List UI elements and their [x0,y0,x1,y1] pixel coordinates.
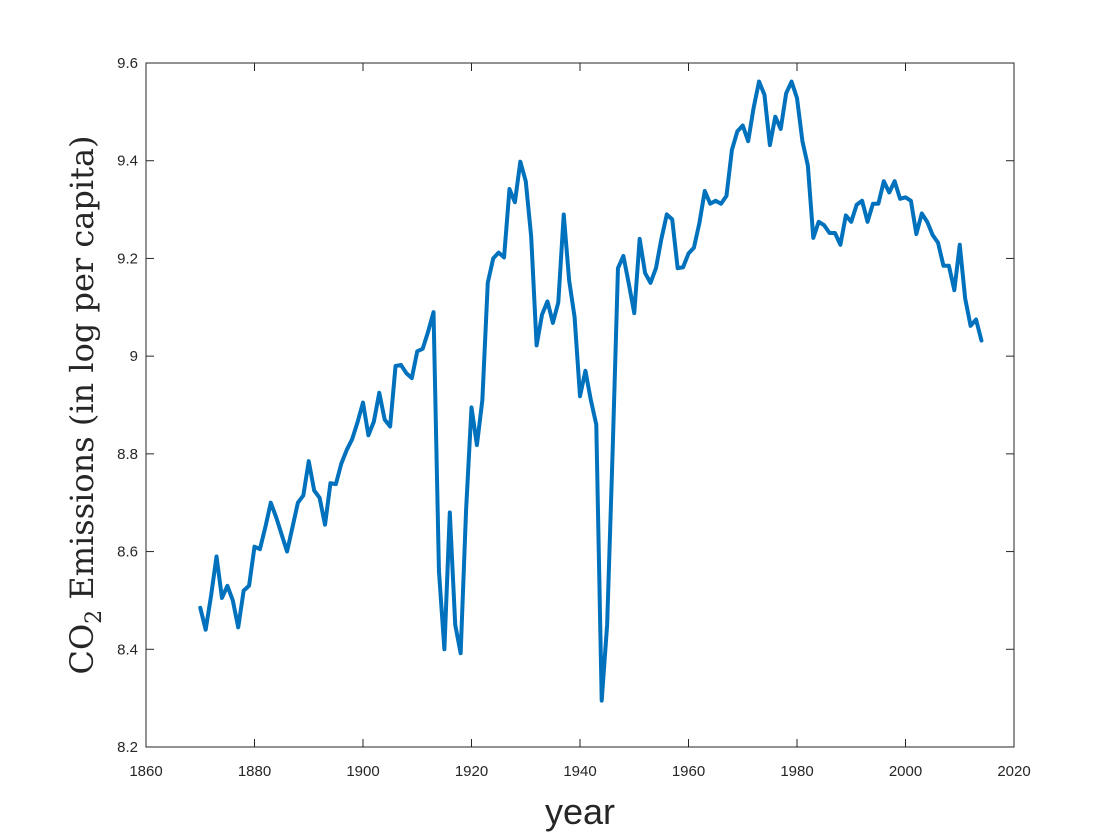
x-tick-label: 1860 [129,763,162,780]
y-axis-label-prefix: CO [63,624,101,675]
x-tick-label: 1880 [238,763,271,780]
x-axis-label: year [545,791,615,832]
y-tick-label: 8.6 [117,544,138,561]
x-axis-ticks: 1860 1880 1900 1920 1940 1960 1980 2000 2020 [129,63,1031,780]
y-tick-label: 8.8 [117,446,138,463]
y-tick-label: 9.4 [117,153,138,170]
y-tick-label: 8.2 [117,739,138,756]
x-tick-label: 1920 [455,763,488,780]
y-tick-label: 9.6 [117,55,138,72]
x-tick-label: 2020 [997,763,1030,780]
x-tick-label: 2000 [889,763,922,780]
x-tick-label: 1960 [672,763,705,780]
x-tick-label: 1900 [346,763,379,780]
y-axis-ticks: 8.2 8.4 8.6 8.8 9 9.2 9.4 9.6 [117,55,1014,756]
x-tick-label: 1940 [563,763,596,780]
y-tick-label: 9 [130,348,138,365]
series-line [198,79,984,703]
y-tick-label: 9.2 [117,250,138,267]
series-layer [198,79,984,703]
y-tick-label: 8.4 [117,641,138,658]
x-tick-label: 1980 [780,763,813,780]
y-axis-label-subscript: 2 [82,610,107,624]
y-axis-label-suffix: Emissions (in log per capita) [63,135,101,609]
y-axis-label: CO2 Emissions (in log per capita) [63,135,107,674]
plot-frame [145,62,1015,748]
plot-background [146,63,1014,747]
